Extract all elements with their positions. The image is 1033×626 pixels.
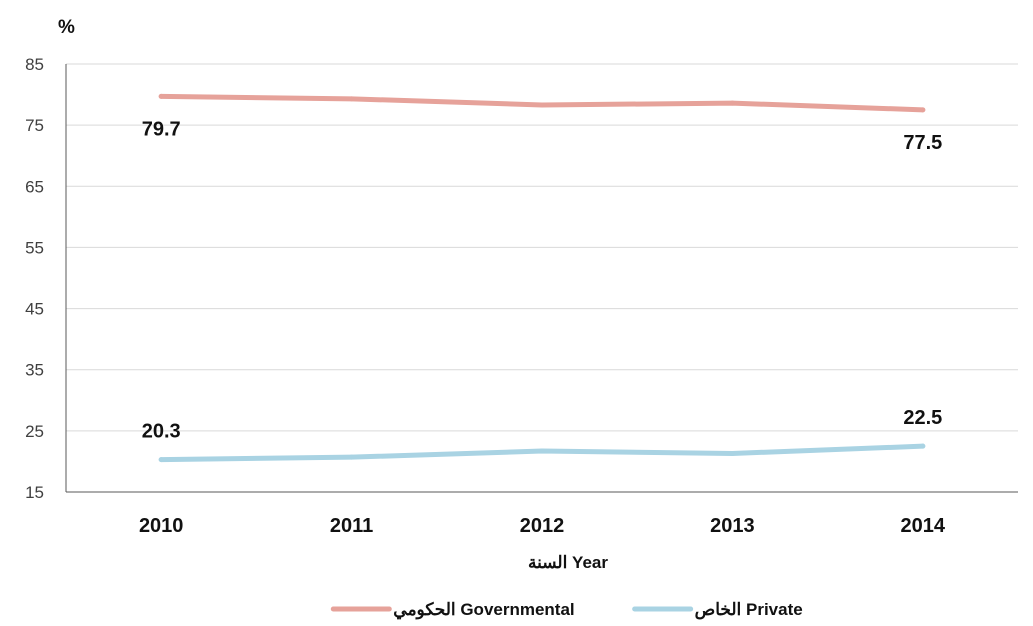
x-tick-label: 2013 — [710, 515, 755, 537]
x-axis-title: السنة Year — [528, 553, 608, 572]
legend-label: الحكومي Governmental — [393, 600, 574, 620]
data-point — [349, 454, 355, 460]
data-label: 20.3 — [142, 421, 181, 443]
data-point — [729, 100, 735, 106]
y-tick-label: 55 — [25, 238, 44, 257]
data-label: 22.5 — [903, 407, 942, 429]
data-point — [539, 448, 545, 454]
x-tick-label: 2010 — [139, 515, 184, 537]
data-point — [158, 457, 164, 463]
data-point — [920, 443, 926, 449]
x-tick-label: 2011 — [330, 515, 373, 537]
data-point — [920, 107, 926, 113]
data-point — [729, 450, 735, 456]
y-tick-label: 65 — [25, 177, 44, 196]
y-tick-label: 15 — [25, 483, 44, 502]
data-point — [539, 102, 545, 108]
y-unit-label: % — [58, 17, 75, 38]
data-label: 79.7 — [142, 118, 181, 140]
data-label: 77.5 — [903, 132, 942, 154]
data-point — [349, 96, 355, 102]
y-tick-label: 45 — [25, 300, 44, 319]
data-point — [158, 93, 164, 99]
legend-label: الخاص Private — [695, 600, 803, 620]
y-tick-label: 25 — [25, 422, 44, 441]
y-tick-label: 75 — [25, 116, 44, 135]
x-tick-label: 2012 — [520, 515, 565, 537]
y-tick-label: 35 — [25, 361, 44, 380]
x-tick-label: 2014 — [901, 515, 946, 537]
y-tick-label: 85 — [25, 55, 44, 74]
